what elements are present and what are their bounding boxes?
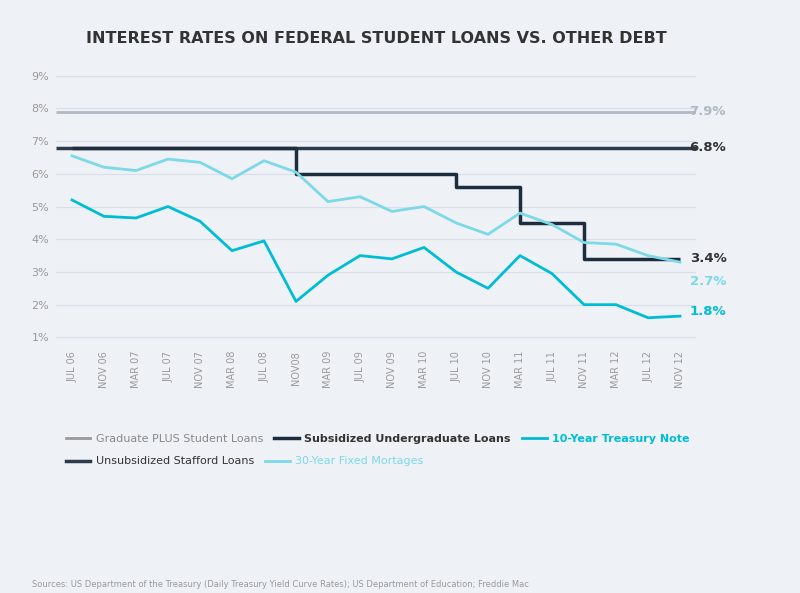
Text: Sources: US Department of the Treasury (Daily Treasury Yield Curve Rates); US De: Sources: US Department of the Treasury (…: [32, 580, 529, 589]
Text: 6.8%: 6.8%: [690, 141, 726, 154]
Text: 7.9%: 7.9%: [690, 105, 726, 118]
Legend: Unsubsidized Stafford Loans, 30-Year Fixed Mortages: Unsubsidized Stafford Loans, 30-Year Fix…: [62, 452, 428, 471]
Text: 2.7%: 2.7%: [690, 275, 726, 288]
Text: 1.8%: 1.8%: [690, 305, 726, 318]
Title: INTEREST RATES ON FEDERAL STUDENT LOANS VS. OTHER DEBT: INTEREST RATES ON FEDERAL STUDENT LOANS …: [86, 31, 666, 46]
Text: 3.4%: 3.4%: [690, 253, 726, 266]
